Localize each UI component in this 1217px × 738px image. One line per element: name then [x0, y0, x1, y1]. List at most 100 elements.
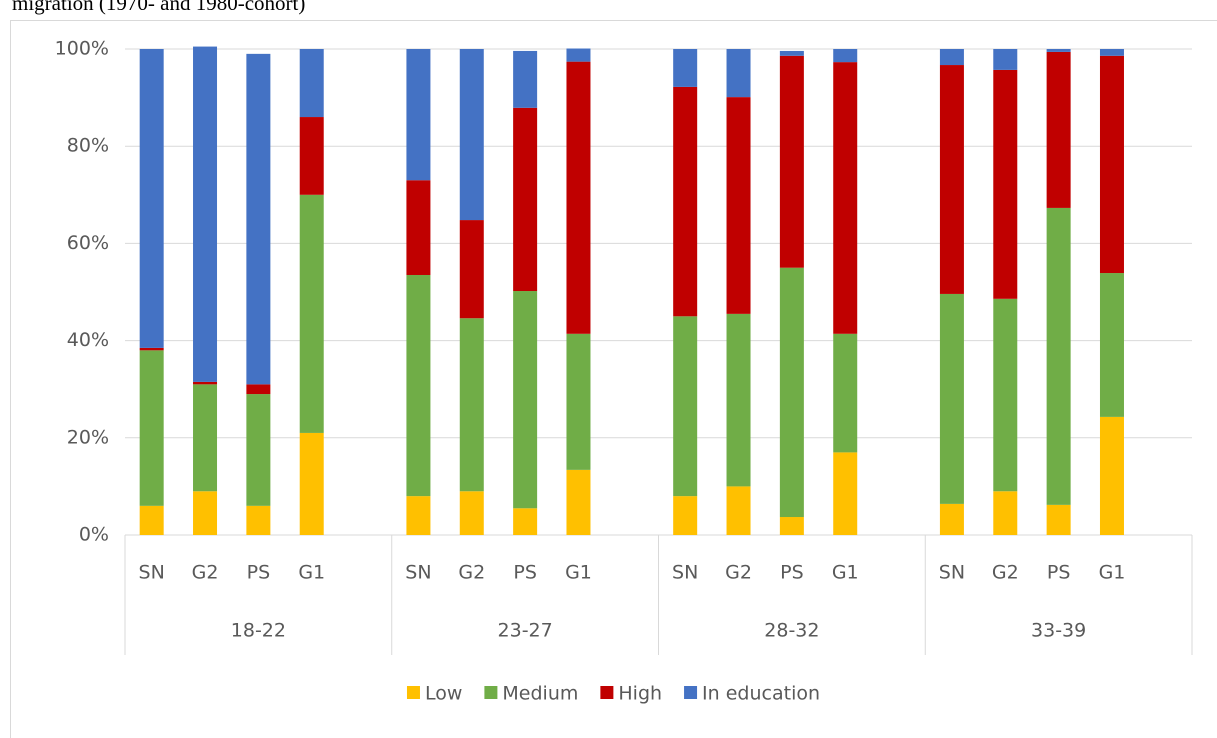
bar-segment: [833, 62, 858, 334]
bar-segment: [1099, 55, 1124, 274]
bar-segment: [939, 503, 964, 535]
bar-segment: [833, 49, 858, 63]
bar-segment: [406, 180, 431, 275]
bar-segment: [779, 267, 804, 518]
bar-segment: [833, 452, 858, 535]
legend-swatch: [684, 686, 698, 699]
bar-segment: [1099, 49, 1124, 56]
bar-segment: [726, 49, 751, 98]
x-tick-label: SN: [672, 562, 698, 584]
bar-segment: [193, 381, 218, 385]
legend-label: Low: [425, 683, 462, 705]
x-tick-label: PS: [513, 562, 537, 584]
bar-segment: [673, 49, 698, 87]
x-tick-label: SN: [939, 562, 965, 584]
y-tick-label: 40%: [67, 329, 109, 351]
legend-label: High: [618, 683, 662, 705]
bar-segment: [1046, 49, 1071, 52]
bar-segment: [726, 313, 751, 487]
x-tick-label: G1: [565, 562, 592, 584]
bar-segment: [1099, 273, 1124, 417]
bar-segment: [939, 65, 964, 294]
bar-segment: [459, 220, 484, 319]
bar-segment: [673, 316, 698, 497]
bar-segment: [779, 55, 804, 268]
group-label: 23-27: [498, 620, 553, 642]
x-tick-label: SN: [405, 562, 431, 584]
legend-swatch: [484, 686, 498, 699]
x-tick-label: G2: [192, 562, 219, 584]
bar-segment: [406, 496, 431, 535]
legend-swatch: [600, 686, 614, 699]
bar-segment: [779, 517, 804, 535]
x-tick-label: G1: [1099, 562, 1126, 584]
bar-segment: [993, 491, 1018, 535]
bar-segment: [139, 49, 164, 348]
bar-segment: [939, 293, 964, 504]
x-tick-label: PS: [1047, 562, 1071, 584]
bar-segment: [193, 384, 218, 492]
bar-segment: [1046, 51, 1071, 208]
x-tick-label: PS: [247, 562, 271, 584]
bar-segment: [299, 117, 324, 195]
x-tick-label: G2: [458, 562, 485, 584]
bar-segment: [299, 49, 324, 118]
bar-segment: [139, 350, 164, 506]
y-tick-label: 20%: [67, 426, 109, 448]
x-tick-label: SN: [139, 562, 165, 584]
bar-segment: [673, 86, 698, 317]
bar-segment: [566, 48, 591, 62]
group-label: 28-32: [764, 620, 819, 642]
bar-segment: [726, 486, 751, 535]
bar-segment: [673, 496, 698, 535]
y-tick-label: 60%: [67, 232, 109, 254]
bar-segment: [993, 49, 1018, 70]
bar-segment: [833, 333, 858, 453]
caption: migration (1970- and 1980-cohort): [12, 0, 306, 15]
bar-segment: [1046, 504, 1071, 535]
bar-segment: [139, 347, 164, 351]
bar-segment: [779, 50, 804, 56]
x-tick-label: G1: [298, 562, 325, 584]
bar-segment: [513, 291, 538, 509]
bar-segment: [406, 274, 431, 497]
chart-frame: [10, 20, 1217, 738]
x-tick-label: PS: [780, 562, 804, 584]
bar-segment: [993, 69, 1018, 299]
bar-segment: [246, 505, 271, 535]
x-tick-label: G2: [992, 562, 1019, 584]
group-label: 33-39: [1031, 620, 1086, 642]
bar-segment: [726, 97, 751, 314]
bar-segment: [459, 49, 484, 221]
legend-label: In education: [702, 683, 820, 705]
bar-segment: [193, 491, 218, 535]
bar-segment: [513, 107, 538, 292]
legend-label: Medium: [502, 683, 578, 705]
y-tick-label: 0%: [79, 524, 109, 546]
bar-segment: [513, 508, 538, 535]
bar-segment: [1046, 207, 1071, 505]
legend-swatch: [406, 686, 420, 699]
bar-segment: [459, 491, 484, 535]
bar-segment: [299, 194, 324, 433]
bar-segment: [993, 298, 1018, 492]
bar-segment: [566, 333, 591, 470]
x-tick-label: G1: [832, 562, 859, 584]
bar-segment: [193, 46, 218, 382]
bar-segment: [299, 432, 324, 535]
bar-segment: [1099, 416, 1124, 535]
bar-segment: [246, 384, 271, 395]
bar-segment: [406, 49, 431, 181]
group-label: 18-22: [231, 620, 286, 642]
x-tick-label: G2: [725, 562, 752, 584]
y-tick-label: 100%: [55, 38, 109, 60]
bar-segment: [459, 318, 484, 492]
bar-segment: [566, 61, 591, 334]
bar-segment: [566, 469, 591, 535]
y-tick-label: 80%: [67, 135, 109, 157]
bar-segment: [139, 505, 164, 535]
bar-segment: [246, 394, 271, 506]
bar-segment: [246, 53, 271, 385]
bar-segment: [939, 49, 964, 66]
